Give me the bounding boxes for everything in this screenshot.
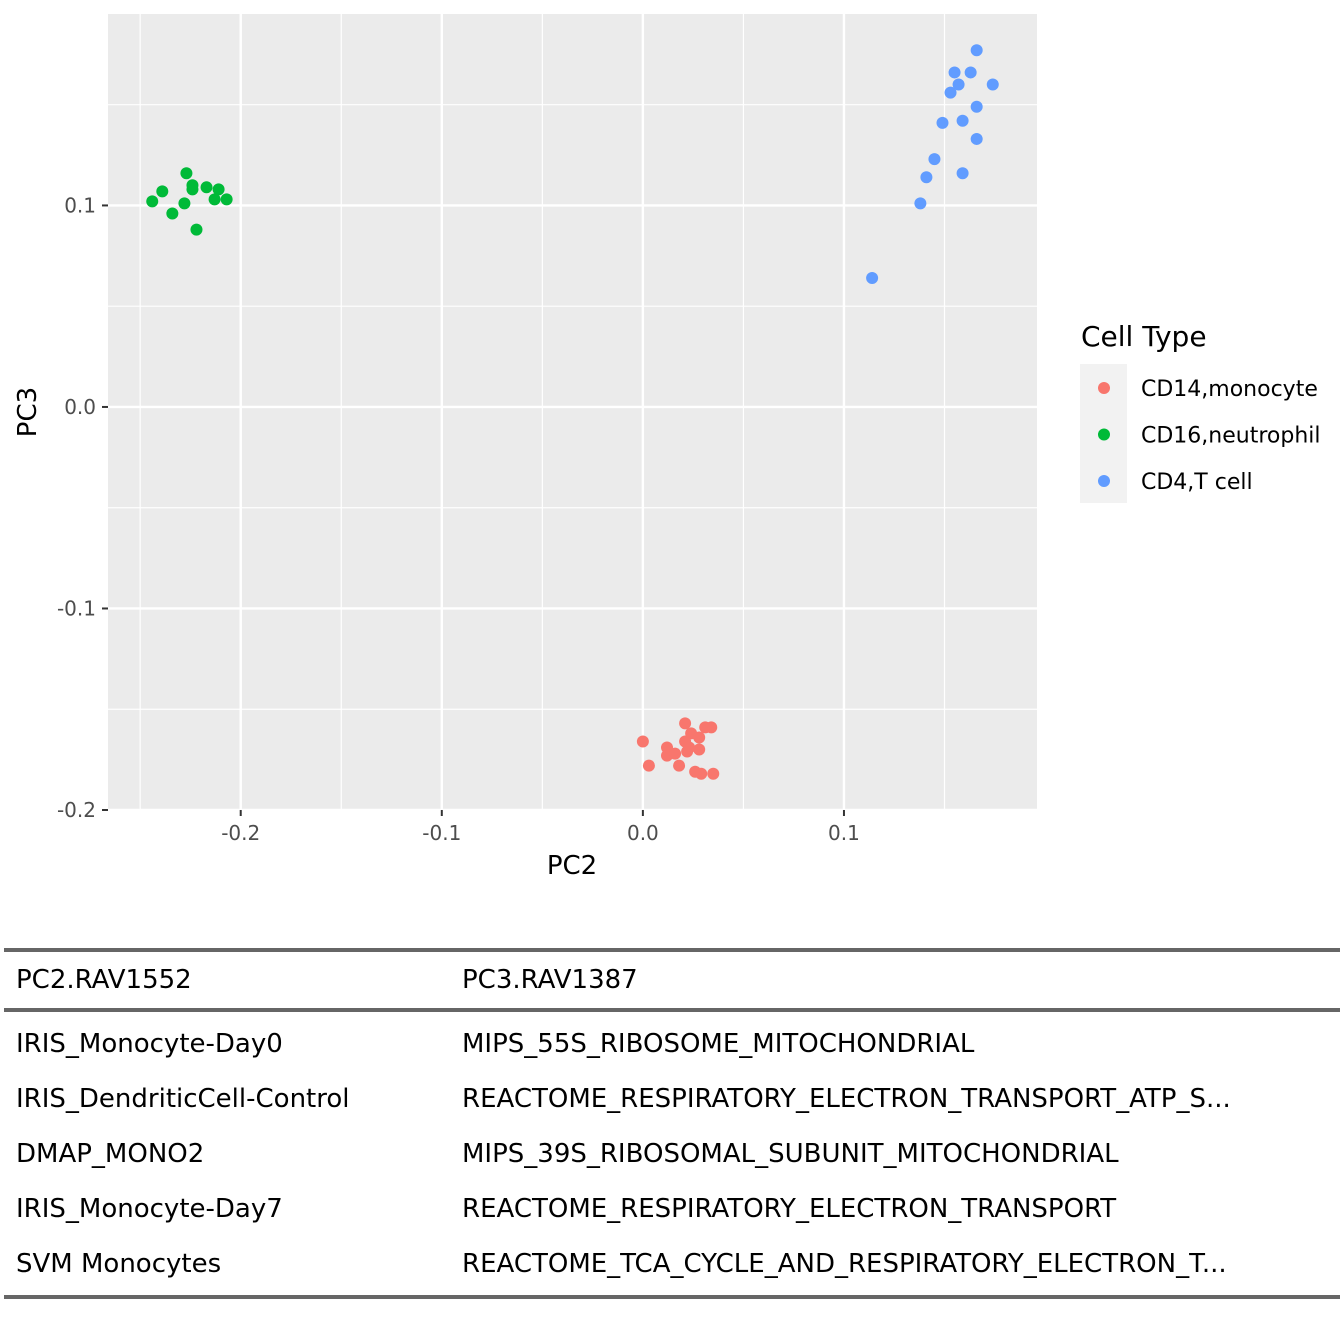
- legend-key: [1098, 428, 1110, 441]
- data-point: [920, 171, 933, 184]
- data-point: [936, 116, 949, 129]
- legend-label: CD14,monocyte: [1141, 377, 1318, 402]
- data-point: [964, 66, 977, 79]
- data-point: [970, 100, 983, 113]
- data-point: [695, 767, 708, 780]
- data-point: [673, 759, 686, 772]
- data-point: [705, 721, 718, 734]
- table-header-cell: PC3.RAV1387: [462, 965, 638, 995]
- data-point: [928, 153, 941, 166]
- data-point: [956, 114, 969, 127]
- data-point: [693, 743, 706, 756]
- data-point: [683, 741, 696, 754]
- y-axis: -0.2 -0.1 0.0 0.1: [57, 193, 108, 822]
- data-point: [190, 223, 203, 236]
- table-cell: IRIS_Monocyte-Day7: [16, 1193, 283, 1224]
- table-header-cell: PC2.RAV1552: [16, 965, 192, 995]
- table-row: IRIS_Monocyte-Day0 MIPS_55S_RIBOSOME_MIT…: [4, 1010, 1340, 1071]
- data-points: [146, 44, 999, 780]
- data-point: [986, 78, 999, 91]
- major-gridlines: [108, 14, 1037, 812]
- legend: Cell Type CD14,monocyte CD16,neutrophil CD…: [1080, 320, 1321, 503]
- y-tick-label: -0.1: [57, 596, 96, 620]
- data-point: [200, 181, 213, 194]
- data-point: [948, 66, 961, 79]
- y-axis-title: PC3: [13, 387, 43, 437]
- table-cell: SVM Monocytes: [16, 1248, 222, 1279]
- data-point: [208, 193, 221, 206]
- data-point: [212, 183, 225, 196]
- table-cell: MIPS_55S_RIBOSOME_MITOCHONDRIAL: [462, 1028, 975, 1059]
- data-point: [178, 197, 191, 210]
- legend-title: Cell Type: [1081, 320, 1207, 353]
- data-point: [186, 179, 199, 192]
- y-tick-label: 0.0: [64, 395, 96, 419]
- plot-panel: [108, 14, 1037, 810]
- table-row: DMAP_MONO2 MIPS_39S_RIBOSOMAL_SUBUNIT_MI…: [4, 1126, 1340, 1181]
- data-point: [636, 735, 649, 748]
- data-point: [970, 44, 983, 57]
- table-row: IRIS_DendriticCell-Control REACTOME_RESP…: [4, 1071, 1340, 1126]
- data-point: [180, 167, 193, 180]
- x-axis-title: PC2: [547, 851, 597, 881]
- table-cell: DMAP_MONO2: [16, 1138, 205, 1169]
- data-point: [642, 759, 655, 772]
- pca-scatter-plot: -0.2 -0.1 0.0 0.1 -0.2 -0.1 0.0 0.1 PC2 PC3 Ce…: [13, 14, 1321, 881]
- x-tick-label: 0.1: [828, 821, 860, 845]
- x-axis: -0.2 -0.1 0.0 0.1: [221, 810, 860, 845]
- data-point: [952, 78, 965, 91]
- y-tick-label: -0.2: [57, 798, 96, 822]
- table-row: SVM Monocytes REACTOME_TCA_CYCLE_AND_RES…: [4, 1236, 1340, 1297]
- table-cell: IRIS_DendriticCell-Control: [16, 1083, 350, 1114]
- data-point: [220, 193, 233, 206]
- table-row: IRIS_Monocyte-Day7 REACTOME_RESPIRATORY_…: [4, 1181, 1340, 1236]
- table-header-row: PC2.RAV1552 PC3.RAV1387: [4, 950, 1340, 1010]
- data-point: [156, 185, 169, 198]
- table-cell: MIPS_39S_RIBOSOMAL_SUBUNIT_MITOCHONDRIAL: [462, 1138, 1119, 1169]
- table-cell: REACTOME_RESPIRATORY_ELECTRON_TRANSPORT: [462, 1193, 1117, 1224]
- legend-key: [1098, 382, 1110, 394]
- data-point: [679, 717, 692, 730]
- data-point: [146, 195, 159, 208]
- table-cell: REACTOME_RESPIRATORY_ELECTRON_TRANSPORT_…: [462, 1083, 1231, 1114]
- table-cell: REACTOME_TCA_CYCLE_AND_RESPIRATORY_ELECT…: [462, 1248, 1227, 1279]
- x-tick-label: -0.2: [221, 821, 260, 845]
- data-point: [866, 271, 879, 284]
- x-tick-label: -0.1: [422, 821, 461, 845]
- x-tick-label: 0.0: [627, 821, 659, 845]
- rav-gene-set-table: PC2.RAV1552 PC3.RAV1387 IRIS_Monocyte-Da…: [4, 948, 1340, 1299]
- y-tick-label: 0.1: [64, 193, 96, 217]
- table-cell: IRIS_Monocyte-Day0: [16, 1028, 283, 1059]
- data-point: [166, 207, 179, 220]
- legend-key: [1098, 475, 1110, 487]
- data-point: [914, 197, 927, 210]
- data-point: [669, 747, 682, 760]
- legend-label: CD16,neutrophil: [1141, 424, 1321, 449]
- legend-label: CD4,T cell: [1141, 470, 1253, 495]
- data-point: [970, 132, 983, 145]
- data-point: [944, 86, 957, 99]
- data-point: [956, 167, 969, 180]
- data-point: [707, 767, 720, 780]
- minor-gridlines: [108, 14, 1037, 810]
- data-point: [693, 731, 706, 744]
